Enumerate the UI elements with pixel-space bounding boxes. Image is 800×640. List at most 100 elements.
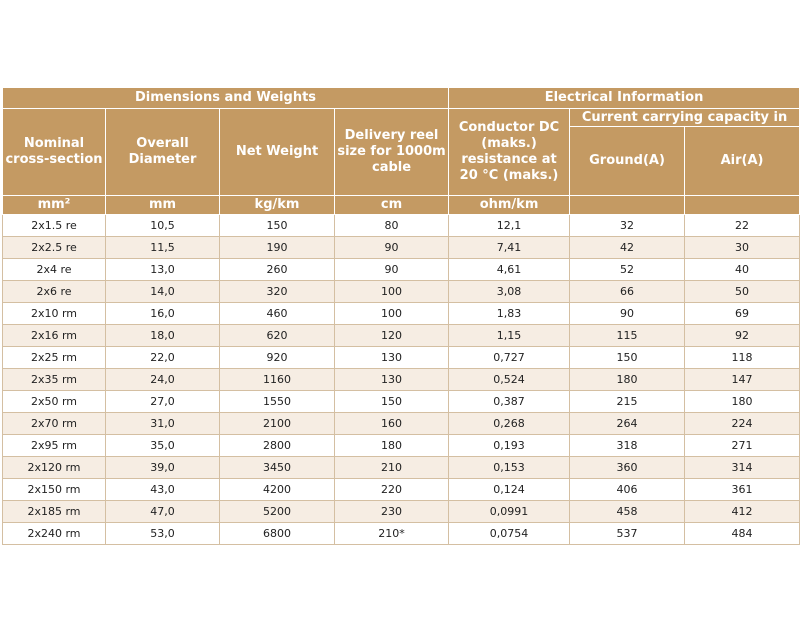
cell-weight: 2100 <box>219 412 335 435</box>
table-row: 2x240 rm 53,0 6800 210* 0,0754 537 484 <box>2 522 800 545</box>
cell-weight: 1160 <box>219 368 335 391</box>
cell-ground: 32 <box>569 214 686 237</box>
cell-diameter: 39,0 <box>105 456 220 479</box>
cell-air: 412 <box>684 500 800 523</box>
table-row: 2x16 rm 18,0 620 120 1,15 115 92 <box>2 324 800 347</box>
cell-diameter: 47,0 <box>105 500 220 523</box>
cell-ground: 360 <box>569 456 686 479</box>
cell-air: 484 <box>684 522 800 545</box>
unit-weight: kg/km <box>219 195 335 215</box>
unit-resistance: ohm/km <box>448 195 571 215</box>
cell-nominal: 2x16 rm <box>2 324 106 347</box>
cell-ground: 150 <box>569 346 686 369</box>
cell-nominal: 2x2.5 re <box>2 236 106 259</box>
table-row: 2x95 rm 35,0 2800 180 0,193 318 271 <box>2 434 800 457</box>
unit-nominal: mm² <box>2 195 106 215</box>
cell-air: 30 <box>684 236 800 259</box>
cell-reel: 130 <box>333 368 450 391</box>
cell-reel: 210 <box>333 456 450 479</box>
cell-nominal: 2x50 rm <box>2 390 106 413</box>
cell-nominal: 2x150 rm <box>2 478 106 501</box>
cell-diameter: 18,0 <box>105 324 220 347</box>
cell-diameter: 43,0 <box>105 478 220 501</box>
cell-diameter: 22,0 <box>105 346 220 369</box>
cell-ground: 66 <box>569 280 686 303</box>
cell-weight: 190 <box>219 236 335 259</box>
cell-weight: 620 <box>219 324 335 347</box>
cell-reel: 160 <box>333 412 450 435</box>
cell-nominal: 2x25 rm <box>2 346 106 369</box>
cell-ground: 406 <box>569 478 686 501</box>
cell-air: 271 <box>684 434 800 457</box>
cell-air: 314 <box>684 456 800 479</box>
cell-weight: 3450 <box>219 456 335 479</box>
cell-resistance: 0,153 <box>448 456 571 479</box>
cell-resistance: 1,15 <box>448 324 571 347</box>
cell-diameter: 35,0 <box>105 434 220 457</box>
cell-nominal: 2x6 re <box>2 280 106 303</box>
cell-reel: 180 <box>333 434 450 457</box>
cell-air: 118 <box>684 346 800 369</box>
cell-resistance: 0,0991 <box>448 500 571 523</box>
table-row: 2x35 rm 24,0 1160 130 0,524 180 147 <box>2 368 800 391</box>
cell-resistance: 0,524 <box>448 368 571 391</box>
unit-reel: cm <box>333 195 450 215</box>
cell-nominal: 2x4 re <box>2 258 106 281</box>
cell-air: 40 <box>684 258 800 281</box>
cell-ground: 52 <box>569 258 686 281</box>
col-header-nominal: Nominal cross-section <box>2 108 106 196</box>
cell-ground: 458 <box>569 500 686 523</box>
cell-reel: 210* <box>333 522 450 545</box>
cell-air: 147 <box>684 368 800 391</box>
cell-resistance: 12,1 <box>448 214 571 237</box>
cell-ground: 90 <box>569 302 686 325</box>
cell-weight: 1550 <box>219 390 335 413</box>
table-row: 2x6 re 14,0 320 100 3,08 66 50 <box>2 280 800 303</box>
cell-diameter: 14,0 <box>105 280 220 303</box>
table-row: 2x150 rm 43,0 4200 220 0,124 406 361 <box>2 478 800 501</box>
cell-air: 92 <box>684 324 800 347</box>
cell-resistance: 0,268 <box>448 412 571 435</box>
unit-air-blank <box>684 195 800 215</box>
cell-resistance: 1,83 <box>448 302 571 325</box>
cell-air: 69 <box>684 302 800 325</box>
cable-spec-table: Dimensions and Weights Electrical Inform… <box>1 87 800 545</box>
cell-nominal: 2x120 rm <box>2 456 106 479</box>
cell-ground: 318 <box>569 434 686 457</box>
cell-resistance: 0,193 <box>448 434 571 457</box>
cell-resistance: 3,08 <box>448 280 571 303</box>
group-header-dimensions: Dimensions and Weights <box>1 87 450 109</box>
cell-diameter: 10,5 <box>105 214 220 237</box>
group-header-electrical: Electrical Information <box>448 87 800 109</box>
cell-weight: 460 <box>219 302 335 325</box>
cell-reel: 100 <box>333 280 450 303</box>
cell-weight: 6800 <box>219 522 335 545</box>
cable-spec-table-container: Dimensions and Weights Electrical Inform… <box>1 87 800 545</box>
cell-ground: 42 <box>569 236 686 259</box>
cell-resistance: 7,41 <box>448 236 571 259</box>
table-row: 2x70 rm 31,0 2100 160 0,268 264 224 <box>2 412 800 435</box>
cell-resistance: 0,387 <box>448 390 571 413</box>
col-header-reel: Delivery reel size for 1000m cable <box>333 108 450 196</box>
cell-reel: 230 <box>333 500 450 523</box>
cell-diameter: 31,0 <box>105 412 220 435</box>
cell-weight: 5200 <box>219 500 335 523</box>
group-header-current: Current carrying capacity in <box>569 108 800 127</box>
table-row: 2x2.5 re 11,5 190 90 7,41 42 30 <box>2 236 800 259</box>
cell-ground: 264 <box>569 412 686 435</box>
table-row: 2x120 rm 39,0 3450 210 0,153 360 314 <box>2 456 800 479</box>
cell-air: 50 <box>684 280 800 303</box>
cell-reel: 150 <box>333 390 450 413</box>
col-header-air: Air(A) <box>684 126 800 196</box>
cell-resistance: 0,727 <box>448 346 571 369</box>
table-body: 2x1.5 re 10,5 150 80 12,1 32 22 2x2.5 re 11,5 190… <box>2 214 800 545</box>
cell-resistance: 4,61 <box>448 258 571 281</box>
col-header-resistance: Conductor DC (maks.) resistance at 20 °C… <box>448 108 571 196</box>
cell-nominal: 2x1.5 re <box>2 214 106 237</box>
cell-nominal: 2x35 rm <box>2 368 106 391</box>
table-row: 2x50 rm 27,0 1550 150 0,387 215 180 <box>2 390 800 413</box>
table-row: 2x10 rm 16,0 460 100 1,83 90 69 <box>2 302 800 325</box>
cell-weight: 4200 <box>219 478 335 501</box>
cell-nominal: 2x95 rm <box>2 434 106 457</box>
cell-weight: 320 <box>219 280 335 303</box>
